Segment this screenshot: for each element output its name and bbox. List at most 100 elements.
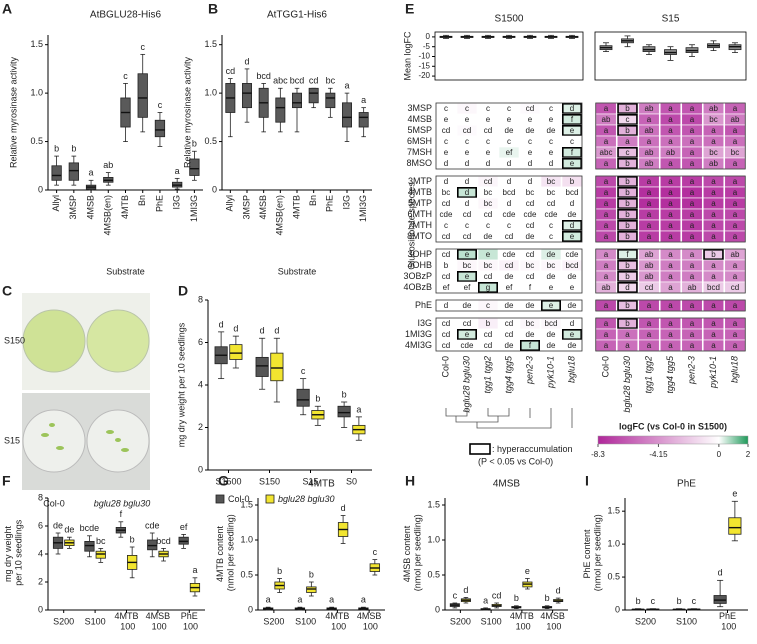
cell-letter: a bbox=[668, 104, 673, 113]
cell-letter: a bbox=[647, 232, 652, 241]
x-tick-label: S15 bbox=[302, 476, 318, 486]
cell-letter: cd bbox=[463, 232, 471, 241]
cell-letter: a bbox=[711, 330, 716, 339]
cell-letter: e bbox=[549, 148, 554, 157]
cell-letter: e bbox=[570, 126, 575, 135]
group-frame bbox=[435, 317, 583, 352]
cell-letter: cde bbox=[566, 250, 579, 259]
cell-letter: a bbox=[647, 188, 652, 197]
cell-letter: e bbox=[570, 159, 575, 168]
cell-letter: a bbox=[690, 126, 695, 135]
cell-letter: c bbox=[549, 137, 553, 146]
cell-letter: a bbox=[733, 104, 738, 113]
y-tick-label: 8 bbox=[198, 294, 203, 304]
significance-letter: b bbox=[192, 139, 197, 149]
hyperaccumulation-box bbox=[617, 125, 638, 137]
cell-letter: a bbox=[690, 159, 695, 168]
significance-letter: a bbox=[175, 166, 180, 176]
cell-letter: a bbox=[604, 210, 609, 219]
significance-letter: b bbox=[677, 596, 682, 606]
y-tick-label: 1.0 bbox=[427, 534, 440, 544]
column-label: bglu18 bbox=[566, 356, 576, 383]
x-tick-label: 4MSB 100 bbox=[540, 611, 565, 631]
cell-letter: a bbox=[647, 210, 652, 219]
seedlings bbox=[41, 423, 129, 452]
box bbox=[337, 405, 351, 418]
row-label: 5MSP bbox=[407, 125, 432, 135]
significance-letter: a bbox=[297, 595, 302, 605]
significance-letter: cd bbox=[226, 66, 236, 76]
group-frame bbox=[595, 248, 746, 294]
cell-letter: cd bbox=[484, 341, 492, 350]
hyperaccumulation-box bbox=[617, 299, 638, 311]
column-label: tgg4 tgg5 bbox=[503, 355, 513, 394]
x-tick-label: Bn bbox=[137, 195, 147, 206]
group-frame bbox=[435, 248, 583, 294]
cell-letter: b bbox=[625, 319, 630, 328]
x-tick-label: 4MSB bbox=[85, 195, 95, 220]
cell-letter: cd bbox=[442, 232, 450, 241]
box bbox=[84, 541, 95, 552]
cell-letter: a bbox=[668, 159, 673, 168]
x-tick-label: PhE 100 bbox=[719, 611, 737, 631]
cell-letter: a bbox=[668, 341, 673, 350]
cell-letter: ab bbox=[688, 283, 697, 292]
cell-letter: bc bbox=[547, 188, 555, 197]
group-frame bbox=[595, 317, 746, 352]
significance-letter: ef bbox=[180, 522, 188, 532]
cell-letter: ef bbox=[464, 283, 471, 292]
cell-letter: a bbox=[668, 232, 673, 241]
x-tick-label: S200 bbox=[263, 616, 284, 626]
significance-letter: a bbox=[361, 595, 366, 605]
x-tick-label: 1MI3G bbox=[358, 195, 368, 222]
cell-letter: a bbox=[733, 188, 738, 197]
cell-letter: cd bbox=[484, 272, 492, 281]
cell-letter: c bbox=[528, 137, 532, 146]
photo bbox=[22, 293, 150, 490]
significance-letter: a bbox=[361, 95, 366, 105]
significance-letter: de bbox=[64, 525, 74, 535]
cell-letter: a bbox=[711, 177, 716, 186]
hyperaccumulation-box bbox=[477, 281, 498, 293]
significance-letter: c bbox=[158, 100, 163, 110]
column-label: bglu28 bglu30 bbox=[622, 356, 632, 413]
y-tick-label: 0.5 bbox=[30, 136, 43, 146]
cell-letter: a bbox=[733, 137, 738, 146]
legend-label: Col-0 bbox=[228, 494, 250, 504]
cell-letter: cd bbox=[463, 126, 471, 135]
cell-letter: d bbox=[507, 177, 511, 186]
cell-letter: bcd bbox=[566, 261, 579, 270]
panel-label: C bbox=[2, 283, 12, 299]
cell-letter: a bbox=[711, 188, 716, 197]
significance-letter: b bbox=[315, 394, 320, 404]
significance-letter: e bbox=[732, 489, 737, 499]
cell-letter: f bbox=[571, 148, 574, 157]
significance-letter: a bbox=[329, 595, 334, 605]
cell-letter: a bbox=[604, 272, 609, 281]
cell-letter: c bbox=[465, 104, 469, 113]
significance-letter: a bbox=[89, 168, 94, 178]
significance-letter: cd bbox=[492, 590, 502, 600]
cell-letter: c bbox=[444, 137, 448, 146]
cell-letter: cd bbox=[442, 272, 450, 281]
cell-letter: e bbox=[570, 232, 575, 241]
cell-letter: d bbox=[507, 159, 511, 168]
significance-letter: b bbox=[636, 596, 641, 606]
y-axis-label: Relative myrosinase activity bbox=[8, 56, 18, 168]
cell-letter: e bbox=[549, 283, 554, 292]
y-tick-label: 0 bbox=[38, 184, 43, 194]
cell-letter: c bbox=[626, 148, 630, 157]
cell-letter: bc bbox=[526, 261, 534, 270]
row-label: 6MSH bbox=[407, 136, 432, 146]
y-tick-label: 0 bbox=[615, 604, 620, 614]
cell-letter: a bbox=[668, 210, 673, 219]
cell-letter: cde bbox=[503, 210, 516, 219]
cell-letter: a bbox=[647, 319, 652, 328]
x-tick-label: Allyl bbox=[225, 195, 235, 212]
x-tick-label: Bn bbox=[308, 195, 318, 206]
x-tick-label: I3G bbox=[341, 195, 351, 210]
column-label: Col-0 bbox=[600, 356, 610, 378]
column-label: Col-0 bbox=[440, 356, 450, 378]
hyperaccumulation-box bbox=[561, 328, 582, 340]
cell-letter: a bbox=[604, 301, 609, 310]
